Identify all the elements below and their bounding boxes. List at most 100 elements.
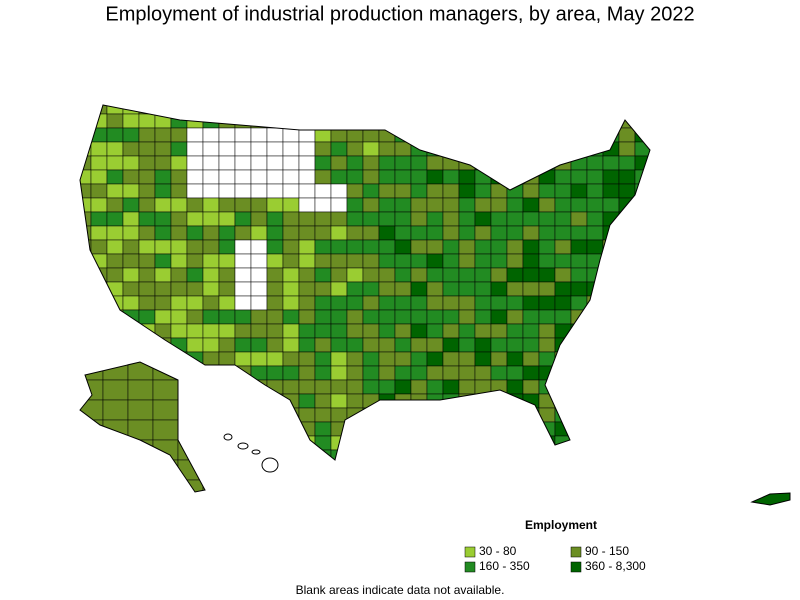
area (618, 281, 636, 297)
area (250, 379, 268, 395)
area (218, 105, 236, 115)
area (106, 169, 124, 185)
area (570, 127, 588, 143)
area (186, 155, 204, 171)
area (282, 267, 300, 283)
area (202, 379, 220, 395)
area (202, 253, 220, 269)
area (490, 435, 508, 451)
area (154, 239, 172, 255)
area (266, 183, 284, 199)
area (282, 169, 300, 185)
area (90, 239, 108, 255)
area (266, 113, 284, 129)
area (426, 197, 444, 213)
area (138, 155, 156, 171)
area (362, 225, 380, 241)
area (330, 239, 348, 255)
area (330, 449, 348, 460)
area (152, 439, 179, 461)
area (186, 309, 204, 325)
area (554, 365, 572, 381)
area (266, 253, 284, 269)
area (474, 155, 492, 171)
area (570, 449, 588, 460)
area (186, 183, 204, 199)
area (330, 323, 348, 339)
area (474, 435, 492, 451)
area (330, 197, 348, 213)
area (426, 393, 444, 409)
area (634, 253, 650, 269)
area (346, 281, 364, 297)
area (202, 351, 220, 367)
area (394, 239, 412, 255)
area (154, 253, 172, 269)
area (106, 197, 124, 213)
area (362, 407, 380, 423)
legend-swatch (464, 546, 476, 558)
area (602, 113, 620, 129)
area (138, 337, 156, 353)
area (106, 435, 124, 451)
area (330, 169, 348, 185)
area (266, 407, 284, 423)
area (442, 295, 460, 311)
area (506, 351, 524, 367)
area (442, 183, 460, 199)
area (539, 464, 555, 478)
area (442, 211, 460, 227)
area (362, 113, 380, 129)
area (538, 155, 556, 171)
area (651, 422, 667, 436)
area (602, 365, 620, 381)
area (522, 113, 540, 129)
area (378, 351, 396, 367)
area (634, 407, 650, 423)
area (154, 267, 172, 283)
area (506, 155, 524, 171)
area (490, 253, 508, 269)
area (154, 105, 172, 115)
area (202, 281, 220, 297)
area (155, 464, 171, 478)
area (410, 435, 428, 451)
area (442, 253, 460, 269)
area (186, 393, 204, 409)
area (474, 393, 492, 409)
area (362, 435, 380, 451)
area (346, 197, 364, 213)
area (90, 337, 108, 353)
area (634, 183, 650, 199)
area (538, 239, 556, 255)
area (234, 197, 252, 213)
area (250, 155, 268, 171)
area (522, 295, 540, 311)
area (394, 379, 412, 395)
area (458, 421, 476, 437)
area (586, 337, 604, 353)
area (314, 407, 332, 423)
area (458, 323, 476, 339)
area (102, 399, 129, 421)
area (186, 407, 204, 423)
area (538, 323, 556, 339)
area (102, 459, 129, 481)
area (218, 407, 236, 423)
area (346, 309, 364, 325)
area (426, 379, 444, 395)
area (490, 365, 508, 381)
area (602, 435, 620, 451)
area (362, 309, 380, 325)
area (570, 113, 588, 129)
area (378, 365, 396, 381)
area (106, 127, 124, 143)
area (122, 449, 140, 460)
area (394, 197, 412, 213)
area (458, 113, 476, 129)
area (538, 379, 556, 395)
area (330, 309, 348, 325)
area (314, 211, 332, 227)
area (106, 225, 124, 241)
